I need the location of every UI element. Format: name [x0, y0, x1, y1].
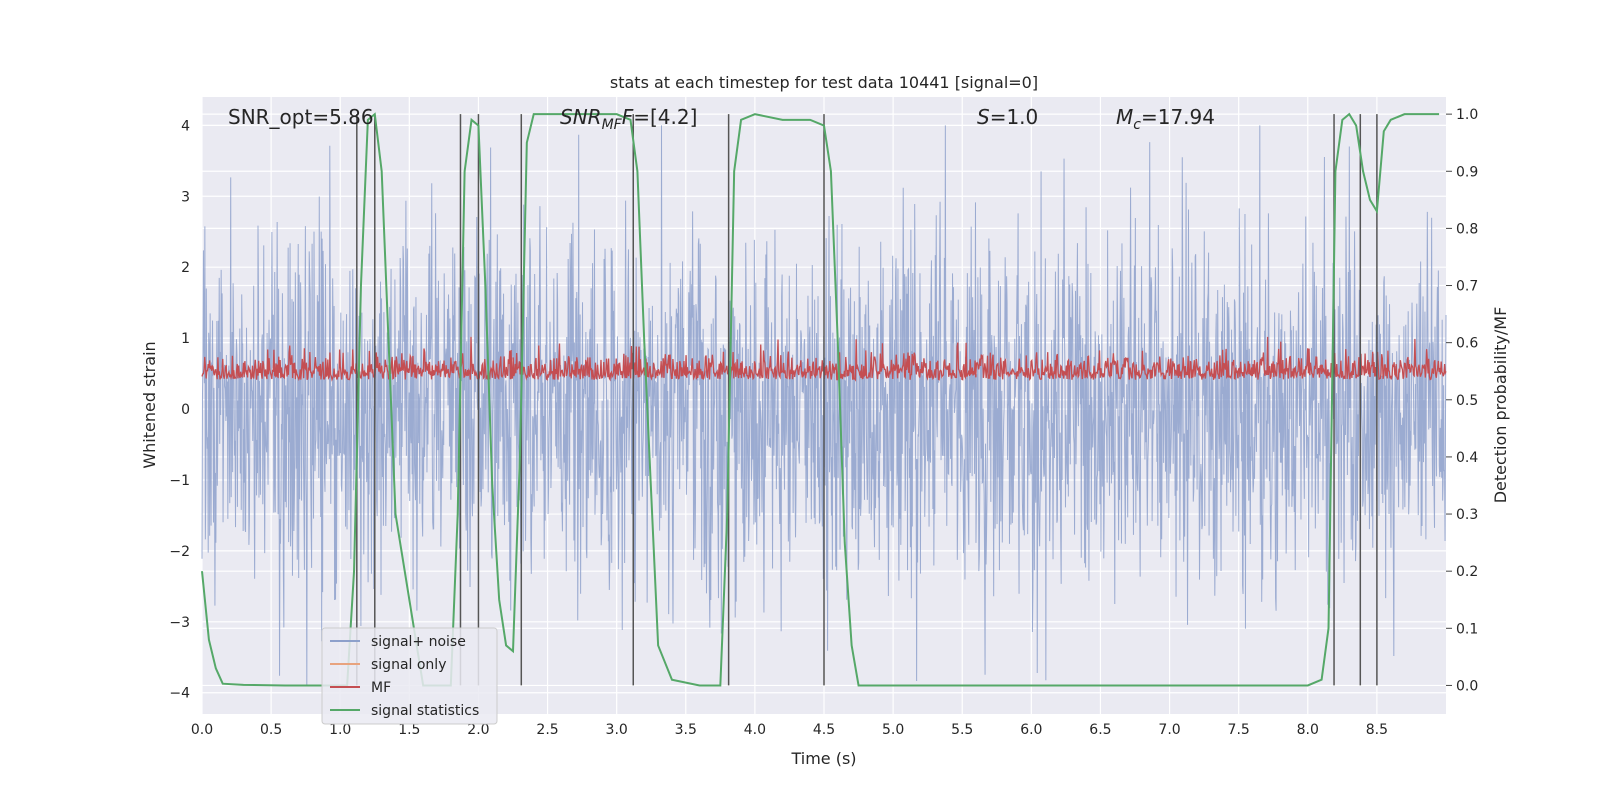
- s-value: =1.0: [990, 105, 1039, 129]
- mc-value: =17.94: [1141, 105, 1215, 129]
- right-y-tick-label: 0.8: [1456, 221, 1478, 237]
- y-tick-label: 0: [181, 402, 190, 418]
- right-y-tick-label: 1.0: [1456, 107, 1478, 123]
- legend-label-signal-only: signal only: [371, 657, 446, 673]
- right-y-tick-label: 0.3: [1456, 507, 1478, 523]
- x-tick-label: 3.5: [675, 722, 697, 738]
- y-tick-label: −3: [169, 615, 190, 631]
- y-tick-label: 3: [181, 189, 190, 205]
- legend-label-signal-statistics: signal statistics: [371, 703, 479, 719]
- right-y-tick-label: 0.0: [1456, 678, 1478, 694]
- y-tick-label: −1: [169, 473, 190, 489]
- y-tick-labels: 4 3 2 1 0 −1 −2 −3 −4: [169, 118, 190, 701]
- x-tick-label: 2.5: [536, 722, 558, 738]
- right-y-tick-label: 0.4: [1456, 450, 1478, 466]
- x-tick-label: 5.5: [951, 722, 973, 738]
- x-tick-label: 0.0: [191, 722, 213, 738]
- x-tick-label: 6.5: [1089, 722, 1111, 738]
- signal-statistics-series: [201, 112, 1440, 687]
- x-tick-label: 8.5: [1366, 722, 1388, 738]
- snr-mf-value: =[4.2]: [633, 105, 697, 129]
- x-tick-label: 4.0: [744, 722, 766, 738]
- right-y-tick-label: 0.9: [1456, 164, 1478, 180]
- snr-mf-subscript: MF: [602, 117, 623, 133]
- right-y-tick-label: 0.7: [1456, 279, 1478, 295]
- right-y-tick-label: 0.2: [1456, 564, 1478, 580]
- x-tick-label: 4.5: [813, 722, 835, 738]
- legend-box: [321, 627, 498, 725]
- snr-opt-annotation: SNR_opt=5.86: [228, 105, 374, 129]
- x-tick-label: 3.0: [606, 722, 628, 738]
- s-symbol: S: [977, 105, 990, 129]
- signal-statistics-line: [201, 112, 1440, 687]
- right-y-tick-labels: 1.0 0.9 0.8 0.7 0.6 0.5 0.4 0.3 0.2 0.1 0.0: [1446, 107, 1478, 694]
- y-tick-label: −2: [169, 544, 190, 560]
- right-y-axis-label: Detection probability/MF: [1491, 307, 1510, 504]
- y-axis-label: Whitened strain: [140, 341, 159, 468]
- mc-annotation: Mc=17.94: [1116, 105, 1215, 133]
- y-tick-label: 2: [181, 260, 190, 276]
- x-axis-label: Time (s): [790, 749, 856, 768]
- mc-subscript: c: [1133, 117, 1141, 133]
- snr-mf-symbol: SNR: [560, 105, 602, 129]
- legend-label-signal-noise: signal+ noise: [371, 634, 466, 650]
- legend-label-mf: MF: [371, 680, 391, 696]
- x-tick-label: 8.0: [1297, 722, 1319, 738]
- snr-mf-annotation: SNRMFF=[4.2]: [560, 105, 697, 133]
- y-tick-label: 4: [181, 118, 190, 134]
- y-tick-label: 1: [181, 331, 190, 347]
- x-tick-label: 7.0: [1158, 722, 1180, 738]
- y-tick-label: −4: [169, 686, 190, 702]
- x-tick-label: 7.5: [1228, 722, 1250, 738]
- right-y-tick-label: 0.6: [1456, 336, 1478, 352]
- legend: signal+ noise signal only MF signal stat…: [321, 627, 498, 725]
- x-tick-labels: 0.0 0.5 1.0 1.5 2.0 2.5 3.0 3.5 4.0 4.5 5.0 5.5 6.0 6…: [191, 722, 1388, 738]
- chart-title: stats at each timestep for test data 104…: [610, 73, 1038, 92]
- right-y-tick-label: 0.1: [1456, 621, 1478, 637]
- x-tick-label: 6.0: [1020, 722, 1042, 738]
- x-tick-label: 0.5: [260, 722, 282, 738]
- x-tick-label: 1.5: [398, 722, 420, 738]
- mc-symbol: M: [1116, 105, 1133, 129]
- x-tick-label: 5.0: [882, 722, 904, 738]
- s-annotation: S=1.0: [977, 105, 1038, 129]
- x-tick-label: 1.0: [329, 722, 351, 738]
- x-tick-label: 2.0: [467, 722, 489, 738]
- right-y-tick-label: 0.5: [1456, 393, 1478, 409]
- snr-mf-f: F: [622, 105, 634, 129]
